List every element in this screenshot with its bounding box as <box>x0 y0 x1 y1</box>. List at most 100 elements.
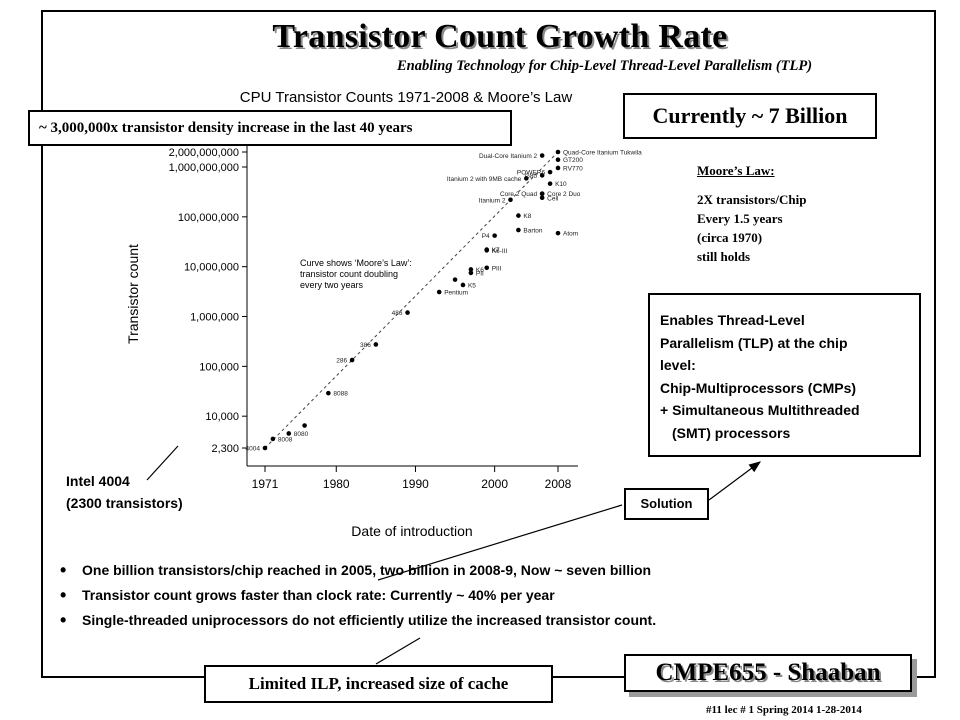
point-label: 286 <box>336 358 347 365</box>
point-label: 8080 <box>294 431 309 438</box>
data-point <box>484 247 490 252</box>
point-label: K6 <box>476 267 484 274</box>
point-label: Itanium 2 with 9MB cache <box>447 176 522 183</box>
tlp-line: Parallelism (TLP) at the chip <box>660 334 848 351</box>
chart-axes <box>246 140 578 467</box>
data-point <box>508 197 513 203</box>
course-badge: CMPE655 - Shaaban <box>624 654 912 692</box>
data-point <box>539 153 545 158</box>
solution-label: Solution <box>624 488 709 520</box>
x-tick-label: 1990 <box>402 477 429 491</box>
point-label: 386 <box>360 342 371 349</box>
data-point <box>516 213 521 218</box>
x-tick-label: 1980 <box>323 477 350 491</box>
y-tick-label: 10,000 <box>205 411 239 423</box>
point-label: Barton <box>523 228 543 235</box>
data-point <box>547 169 553 175</box>
data-point <box>555 165 561 171</box>
intel-4004-label: Intel 4004 (2300 transistors) <box>66 470 183 514</box>
point-label: Pentium <box>444 290 468 297</box>
y-ticks: 2,300 10,000 100,000 1,000,000 10,000,000 100… <box>169 147 247 455</box>
point-label: Dual-Core Itanium 2 <box>479 153 538 160</box>
moores-law-line: still holds <box>697 249 751 264</box>
point-label: K6-III <box>492 248 508 255</box>
point-label: K8 <box>523 213 531 220</box>
data-point <box>373 342 379 347</box>
tlp-line: + Simultaneous Multithreaded <box>660 402 860 418</box>
data-point <box>484 265 490 271</box>
point-label: 4004 <box>246 446 261 453</box>
data-point <box>349 357 355 363</box>
y-tick-label: 1,000,000,000 <box>169 162 239 174</box>
bullet-item: Transistor count grows faster than clock… <box>60 583 656 608</box>
data-point <box>555 157 561 163</box>
point-label: K7 <box>492 247 500 254</box>
data-point <box>516 227 521 233</box>
annotation-line: every two years <box>300 280 364 290</box>
slide-footer: #11 lec # 1 Spring 2014 1-28-2014 <box>706 704 862 716</box>
point-label: Quad-Core Itanium Tukwila <box>563 150 642 157</box>
point-label: PIII <box>492 265 502 272</box>
y-axis-label: Transistor count <box>125 244 141 344</box>
tlp-line: level: <box>660 357 696 373</box>
intel-label-line: Intel 4004 <box>66 473 130 489</box>
current-count-callout: Currently ~ 7 Billion <box>623 93 877 139</box>
tlp-line: Chip-Multiprocessors (CMPs) <box>660 379 857 396</box>
moores-law-line: 2X transistors/Chip <box>697 192 807 207</box>
data-point <box>326 390 331 396</box>
data-point <box>555 230 561 236</box>
x-tick-label: 1971 <box>252 477 279 491</box>
slide-subtitle: Enabling Technology for Chip-Level Threa… <box>397 58 813 74</box>
point-label: POWER6 <box>517 170 546 177</box>
data-point <box>452 277 458 282</box>
data-point <box>492 233 497 238</box>
point-label: G80 <box>525 173 538 180</box>
chart-annotation: Curve shows ‘Moore’s Law’:transistor cou… <box>300 258 412 290</box>
data-point <box>539 191 545 197</box>
y-tick-label: 2,300 <box>211 443 239 455</box>
data-point <box>270 436 276 442</box>
bullet-item: One billion transistors/chip reached in … <box>60 558 656 583</box>
data-point <box>460 282 466 288</box>
point-label: PII <box>476 270 484 277</box>
point-label: Atom <box>563 231 578 238</box>
data-point <box>468 270 474 276</box>
point-label: GT200 <box>563 157 583 164</box>
point-label: P4 <box>482 233 490 240</box>
y-tick-label: 2,000,000,000 <box>169 147 239 159</box>
ilp-callout: Limited ILP, increased size of cache <box>204 665 553 703</box>
annotation-line: Curve shows ‘Moore’s Law’: <box>300 258 412 268</box>
bullet-list: One billion transistors/chip reached in … <box>60 558 656 633</box>
data-point <box>539 173 545 178</box>
point-label: Itanium 2 <box>479 197 506 204</box>
moores-law-line: Every 1.5 years <box>697 211 783 226</box>
tlp-line: (SMT) processors <box>672 424 791 441</box>
point-label: Core 2 Quad <box>500 191 538 198</box>
tlp-box: Enables Thread-Level Parallelism (TLP) a… <box>648 293 921 457</box>
intel-label-line: (2300 transistors) <box>66 495 183 511</box>
point-label: K5 <box>468 282 476 289</box>
data-point <box>262 445 268 451</box>
bullet-item: Single-threaded uniprocessors do not eff… <box>60 608 656 633</box>
point-label: K10 <box>555 181 567 188</box>
y-tick-label: 100,000 <box>199 361 239 373</box>
point-label: RV770 <box>563 165 583 172</box>
point-label: 486 <box>392 310 403 317</box>
moores-law-heading: Moore’s Law: <box>697 163 775 178</box>
point-label: 8008 <box>278 436 293 443</box>
moores-law-line: (circa 1970) <box>697 230 763 245</box>
data-point <box>286 431 292 436</box>
data-point <box>555 149 561 155</box>
x-tick-label: 2008 <box>545 477 572 491</box>
x-axis-label: Date of introduction <box>351 523 472 539</box>
y-tick-label: 1,000,000 <box>190 312 239 324</box>
data-point <box>302 423 307 428</box>
density-callout: ~ 3,000,000x transistor density increase… <box>28 110 512 146</box>
tlp-line: Enables Thread-Level <box>660 312 805 328</box>
y-tick-label: 10,000,000 <box>184 262 239 274</box>
data-point <box>539 195 545 201</box>
data-point <box>405 310 410 315</box>
point-label: 8088 <box>333 391 348 398</box>
moores-law-note: Moore’s Law: 2X transistors/Chip Every 1… <box>697 161 806 266</box>
